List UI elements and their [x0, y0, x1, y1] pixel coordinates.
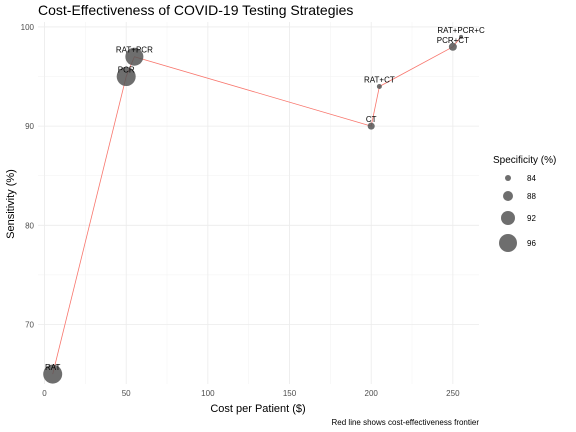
frontier-line-group	[52, 36, 462, 375]
y-axis-label: Sensitivity (%)	[5, 169, 17, 239]
y-tick-label: 70	[25, 320, 34, 329]
legend-key	[503, 191, 513, 201]
point-label: CT	[366, 115, 377, 124]
x-tick-label: 150	[283, 389, 297, 398]
x-tick-label: 50	[122, 389, 131, 398]
data-point	[448, 42, 457, 51]
data-point	[43, 364, 63, 384]
legend-key	[499, 234, 517, 252]
frontier-line	[52, 36, 462, 375]
grid	[38, 22, 479, 384]
data-point	[459, 34, 464, 39]
x-tick-label: 0	[42, 389, 47, 398]
x-axis-ticks: 0 50 100 150 200 250	[42, 389, 460, 398]
point-label: RAT+CT	[364, 75, 395, 84]
x-tick-label: 100	[201, 389, 215, 398]
data-point	[376, 83, 382, 89]
y-tick-label: 80	[25, 221, 34, 230]
point-label: RAT+PCR+C	[437, 26, 485, 35]
y-axis-ticks: 70 80 90 100	[21, 23, 35, 330]
point-label: PCR	[118, 66, 135, 75]
caption: Red line shows cost-effectiveness fronti…	[332, 418, 480, 427]
point-label: RAT	[45, 363, 61, 372]
legend-title: Specificity (%)	[493, 155, 556, 166]
legend-label: 88	[527, 192, 536, 201]
points-group	[43, 34, 464, 384]
x-tick-label: 250	[446, 389, 460, 398]
point-label: PCR+CT	[437, 36, 469, 45]
y-tick-label: 90	[25, 122, 34, 131]
y-tick-label: 100	[21, 23, 35, 32]
data-point	[116, 67, 136, 87]
legend-label: 96	[527, 239, 536, 248]
legend-label: 92	[527, 214, 536, 223]
chart-title: Cost-Effectiveness of COVID-19 Testing S…	[38, 2, 353, 18]
legend: Specificity (%) 84 88 92 96	[493, 155, 556, 252]
x-axis-label: Cost per Patient ($)	[210, 403, 305, 415]
legend-key	[501, 211, 515, 225]
data-point	[367, 122, 375, 130]
x-tick-label: 200	[365, 389, 379, 398]
legend-key	[505, 175, 511, 181]
legend-label: 84	[527, 174, 536, 183]
data-point	[125, 47, 144, 66]
point-label: RAT+PCR	[116, 46, 153, 55]
